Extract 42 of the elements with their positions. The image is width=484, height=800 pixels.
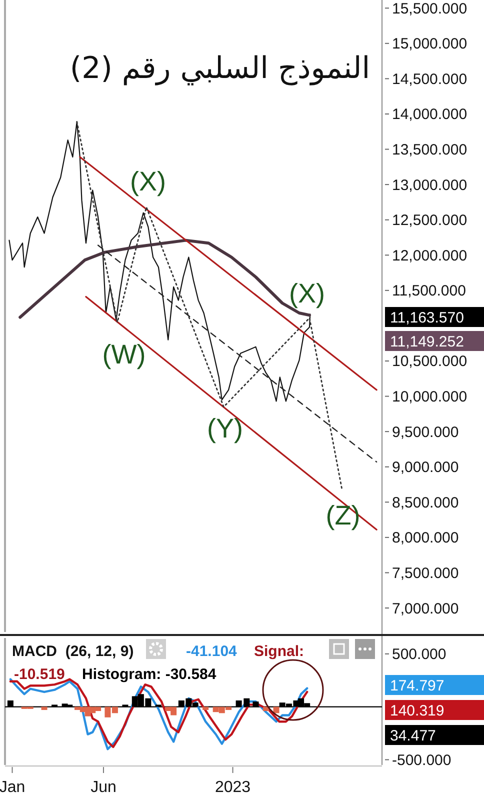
annotation: (X): [289, 278, 325, 308]
y-tick-label: -500.000: [392, 752, 452, 769]
bar: [273, 706, 280, 714]
y-tick-label: 14,000.000: [392, 106, 468, 124]
text: 140.319: [390, 702, 444, 720]
text: 11,163.570: [390, 309, 464, 326]
annotation: (W): [102, 339, 146, 370]
y-tick-label: 11,500.000: [392, 282, 466, 300]
y-tick-label: 10,500.000: [392, 353, 468, 370]
text: 174.797: [390, 677, 444, 694]
annotation: (Y): [207, 413, 243, 444]
x-tick-label: 2023: [214, 779, 251, 796]
x-tick-label: Jan: [0, 779, 26, 796]
chart-title: MACD (26, 12, 9): [12, 643, 134, 660]
y-tick-label: 9,500.000: [392, 424, 459, 441]
y-tick-label: 15,500.000: [392, 0, 468, 18]
y-tick-label: 7,500.000: [392, 564, 459, 582]
annotation: -41.104: [186, 643, 238, 660]
x-tick-label: Jun: [90, 779, 116, 796]
annotation: (Z): [326, 500, 360, 530]
y-tick-label: 9,000.000: [392, 459, 459, 476]
text: 11,149.252: [390, 333, 464, 350]
y-tick-label: 15,000.000: [392, 36, 468, 53]
y-tick-label: 8,500.000: [392, 494, 459, 512]
annotation: Histogram: -30.584: [82, 666, 217, 683]
y-tick-label: 8,000.000: [392, 530, 459, 547]
y-tick-label: 500.000: [392, 646, 446, 664]
y-tick-label: 12,000.000: [392, 247, 468, 264]
y-tick-label: 7,000.000: [392, 600, 459, 618]
y-tick-label: 14,500.000: [392, 70, 468, 88]
text: 34.477: [390, 727, 436, 744]
line-series: [76, 121, 343, 491]
y-tick-label: 13,500.000: [392, 142, 468, 159]
text: النموذج السلبي رقم (2): [70, 51, 370, 86]
bar: [202, 706, 209, 710]
bar: [41, 706, 48, 710]
y-tick-label: 10,000.000: [392, 388, 468, 406]
y-tick-label: 13,000.000: [392, 176, 468, 194]
y-tick-label: 12,500.000: [392, 212, 468, 230]
annotation: Signal:: [254, 643, 304, 660]
annotation: -10.519: [14, 666, 65, 683]
annotation: (X): [130, 166, 166, 196]
